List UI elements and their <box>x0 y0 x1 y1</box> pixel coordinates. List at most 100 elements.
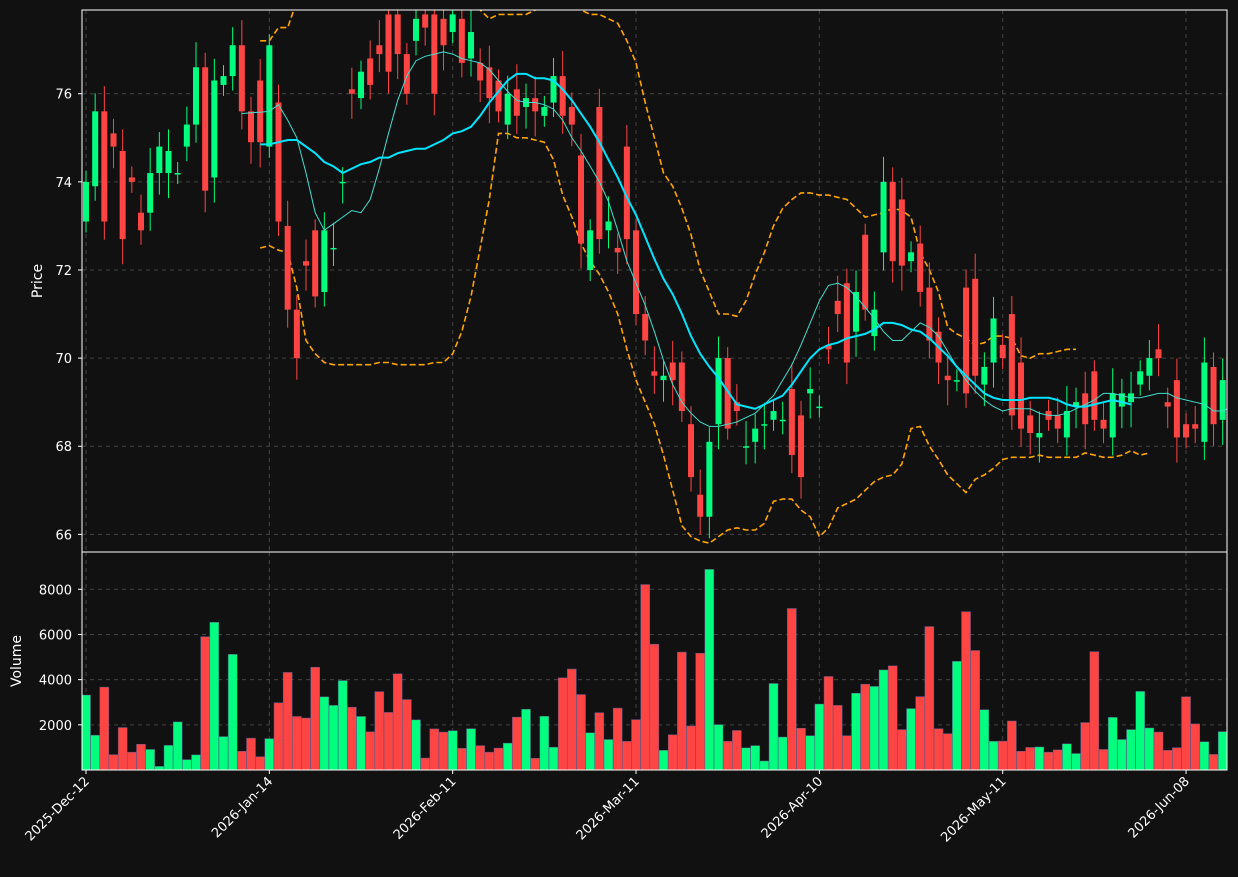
volume-bar-down <box>649 643 660 770</box>
x-tick-label: 2026-Mar-11 <box>574 774 643 843</box>
candle-body-down <box>568 106 575 125</box>
volume-bar-down <box>732 730 742 770</box>
candle-body-down <box>248 111 255 143</box>
volume-bar-down <box>1007 720 1017 770</box>
candle-body-down <box>834 300 841 315</box>
candle-body-up <box>816 406 823 409</box>
volume-bar-down <box>1089 651 1100 770</box>
volume-bar-down <box>961 611 971 770</box>
volume-bar-up <box>1199 741 1210 770</box>
volume-bar-up <box>82 694 91 770</box>
price-grid <box>82 10 1227 552</box>
candle-body-up <box>807 388 814 394</box>
candle-body-down <box>348 89 355 94</box>
volume-bar-up <box>768 683 779 770</box>
volume-bar-up <box>319 696 330 770</box>
volume-bar-down <box>457 748 467 770</box>
candle-body-down <box>101 111 108 222</box>
volume-bar-up <box>447 730 458 770</box>
candle-body-up <box>871 309 878 337</box>
candle-body-down <box>1082 393 1089 425</box>
volume-bar-down <box>796 727 806 770</box>
x-tick-label: 2026-Jan-14 <box>209 774 276 841</box>
volume-bar-down <box>842 735 852 770</box>
volume-bar-up <box>1126 729 1136 770</box>
volume-bar-up <box>1144 727 1155 770</box>
candle-body-up <box>660 375 667 381</box>
candle-body-down <box>1229 380 1235 437</box>
candle-body-down <box>1164 402 1171 407</box>
volume-bar-up <box>411 719 421 770</box>
volume-bar-up <box>182 759 192 770</box>
candle-body-up <box>990 318 997 363</box>
volume-bar-down <box>1162 750 1173 770</box>
candle-body-up <box>330 247 337 250</box>
volume-bar-down <box>1208 754 1219 770</box>
volume-bar-down <box>1025 747 1035 770</box>
volume-bar-up <box>172 721 183 770</box>
volume-bar-up <box>145 749 155 770</box>
candle-body-up <box>981 366 988 385</box>
volume-bar-down <box>576 694 586 770</box>
volume-bar-up <box>356 716 366 770</box>
candle-body-up <box>853 292 860 332</box>
candle-body-up <box>193 67 200 125</box>
volume-bar-down <box>475 745 485 770</box>
candle-body-up <box>770 410 777 420</box>
volume-bar-up <box>906 708 916 770</box>
volume-bar-up <box>154 766 165 770</box>
volume-bar-down <box>136 743 146 770</box>
volume-bar-down <box>484 751 495 770</box>
volume-bar-up <box>750 745 760 770</box>
candle-body-down <box>1027 415 1034 434</box>
volume-bar-down <box>1153 731 1164 770</box>
candle-body-down <box>678 362 685 411</box>
candle-body-down <box>532 98 539 112</box>
volume-ytick-label: 6000 <box>39 628 72 643</box>
candle-body-down <box>1173 380 1180 438</box>
candle-body-down <box>596 106 603 240</box>
candle-body-down <box>697 494 704 517</box>
volume-bar-down <box>722 741 733 770</box>
candle-body-down <box>1008 314 1015 416</box>
volume-bar-up <box>869 686 880 770</box>
volume-bar-up <box>603 739 614 770</box>
x-tick-label: 2026-May-11 <box>938 774 1009 845</box>
volume-bar-down <box>420 757 430 770</box>
candle-body-down <box>633 230 640 315</box>
volume-bar-up <box>759 760 770 770</box>
candle-body-up <box>761 424 768 426</box>
volume-bar-down <box>1080 722 1090 770</box>
candle-body-down <box>688 424 695 478</box>
volume-bar-down <box>1098 749 1109 770</box>
volume-bar-down <box>237 750 247 770</box>
volume-bar-down <box>512 716 522 770</box>
candle-body-down <box>944 375 951 381</box>
candle-body-up <box>541 106 548 116</box>
volume-bar-down <box>255 756 265 770</box>
volume-bar-down <box>557 677 568 770</box>
candle-body-down <box>403 54 410 94</box>
volume-bar-down <box>438 731 449 770</box>
price-axis-label: Price <box>30 264 46 298</box>
volume-bar-up <box>1117 739 1127 770</box>
x-tick-label: 2026-Jun-08 <box>1126 774 1193 841</box>
bollinger-lower-band <box>260 132 1150 545</box>
candle-body-down <box>669 362 676 381</box>
volume-bar-down <box>301 717 311 770</box>
volume-bar-up <box>805 735 815 770</box>
candle-body-up <box>220 76 227 85</box>
candle-body-down <box>651 371 658 376</box>
candle-body-down <box>275 102 282 222</box>
volume-bar-up <box>1071 753 1081 770</box>
candle-body-down <box>623 146 630 240</box>
candle-body-up <box>1063 410 1070 438</box>
volume-bar-down <box>667 734 678 770</box>
candle-body-down <box>376 45 383 55</box>
candle-body-up <box>165 151 172 174</box>
candle-body-down <box>963 287 970 394</box>
panel-frames <box>81 9 1228 771</box>
candle-body-down <box>559 76 566 116</box>
candle-body-up <box>92 111 99 187</box>
